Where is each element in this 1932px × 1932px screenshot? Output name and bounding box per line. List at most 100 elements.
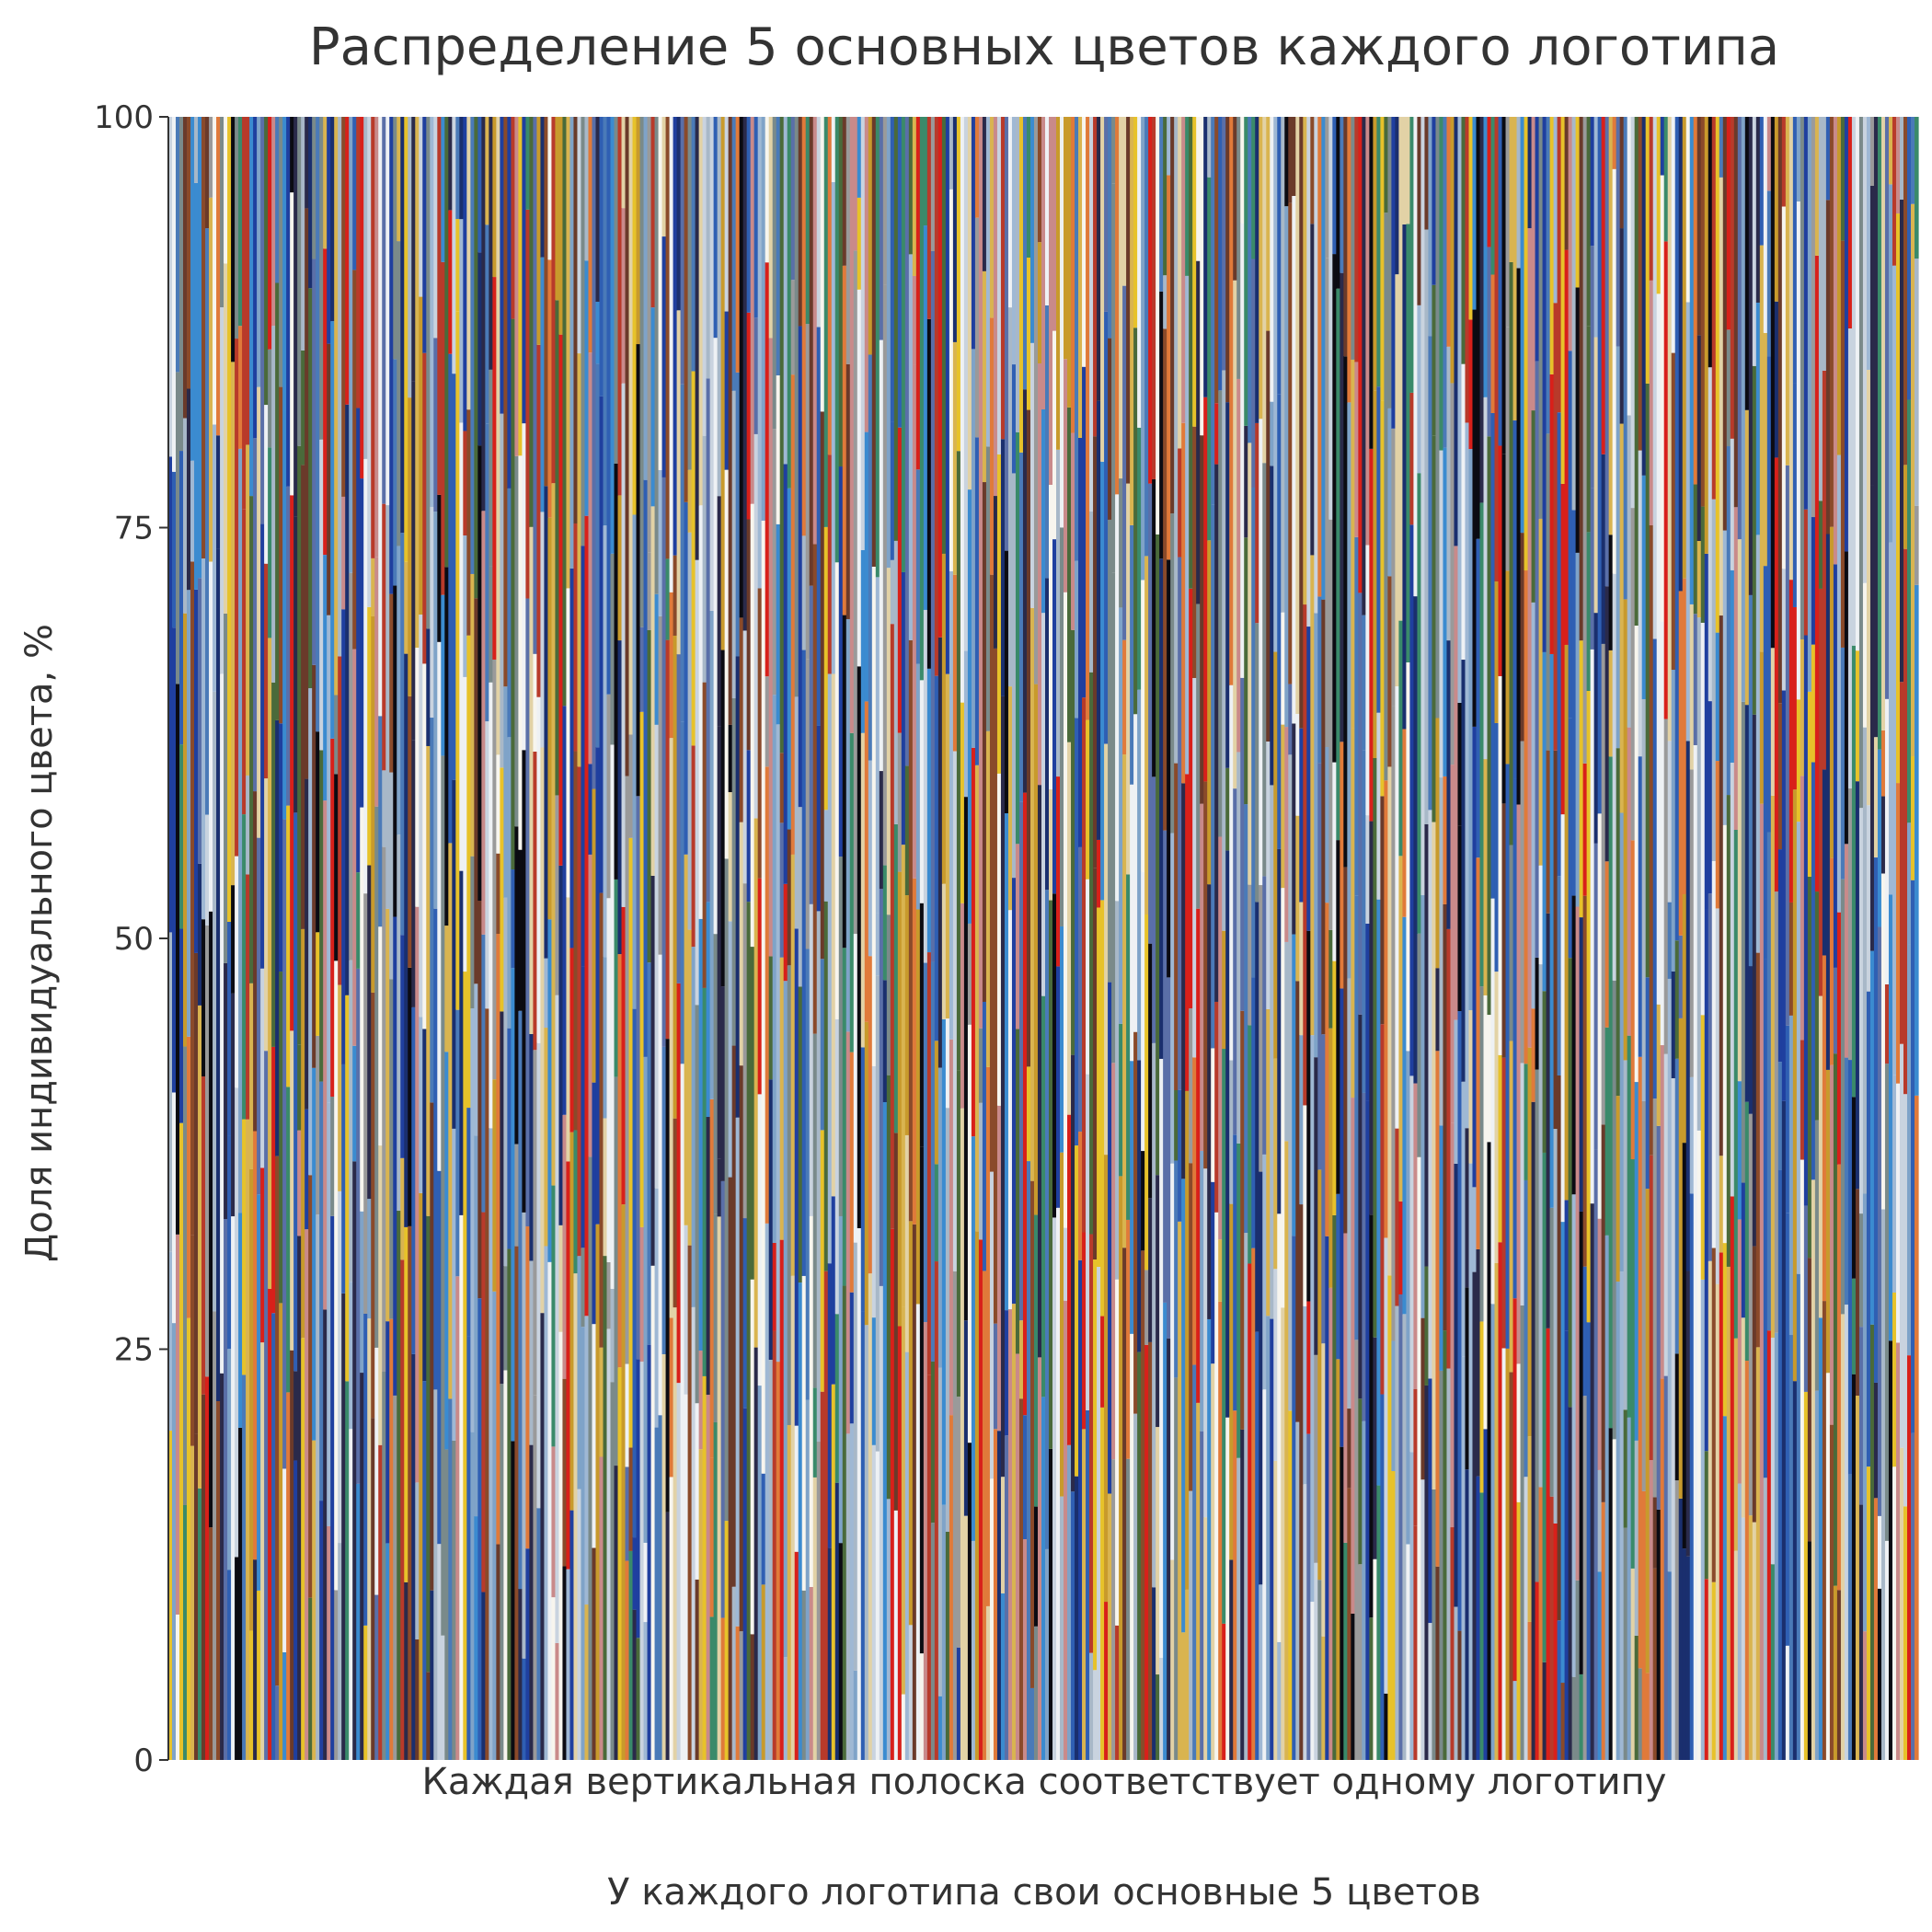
color-segment <box>1807 876 1812 1259</box>
color-segment <box>934 1041 939 1165</box>
color-segment <box>481 511 486 935</box>
logo-bar <box>996 117 1002 1760</box>
color-segment <box>838 117 844 467</box>
color-segment <box>1435 1051 1441 1567</box>
color-segment <box>1627 117 1632 416</box>
color-segment <box>684 854 689 1225</box>
color-segment <box>588 117 593 353</box>
color-segment <box>1656 117 1662 294</box>
color-segment <box>1542 991 1547 1153</box>
color-segment <box>1163 328 1167 831</box>
color-segment <box>393 359 397 586</box>
color-segment <box>1277 117 1282 395</box>
color-segment <box>441 117 445 262</box>
logo-bar <box>1612 117 1617 1760</box>
logo-bar <box>1652 117 1658 1760</box>
logo-bar <box>787 117 792 1760</box>
color-segment <box>1910 756 1915 880</box>
logo-bar <box>1884 117 1890 1760</box>
color-segment <box>1730 1196 1735 1760</box>
logo-bar <box>985 117 991 1760</box>
color-segment <box>1858 808 1864 1214</box>
color-segment <box>330 1215 335 1760</box>
color-segment <box>378 926 383 1146</box>
color-segment <box>1288 754 1293 1411</box>
color-segment <box>1391 428 1396 707</box>
color-segment <box>691 947 696 1307</box>
color-segment <box>547 517 553 920</box>
logo-bar <box>1465 117 1470 1760</box>
color-segment <box>805 117 811 325</box>
color-segment <box>610 744 615 1289</box>
logo-bar <box>573 117 579 1760</box>
color-segment <box>1222 1623 1226 1760</box>
color-segment <box>1029 1180 1035 1688</box>
color-segment <box>1332 960 1337 1215</box>
logo-bar <box>1490 117 1496 1760</box>
color-segment <box>1365 815 1370 924</box>
color-segment <box>1144 117 1149 557</box>
color-segment <box>1542 117 1547 652</box>
color-segment <box>720 117 726 650</box>
color-segment <box>205 925 210 1377</box>
color-segment <box>1273 651 1278 1059</box>
color-segment <box>776 117 781 376</box>
color-segment <box>643 1622 649 1760</box>
color-segment <box>827 454 833 674</box>
color-segment <box>650 875 656 1266</box>
color-segment <box>1619 423 1625 813</box>
color-segment <box>834 1314 840 1483</box>
color-segment <box>1104 117 1109 312</box>
color-segment <box>923 1321 928 1760</box>
color-segment <box>444 1052 449 1450</box>
logo-bar <box>779 117 785 1760</box>
color-segment <box>923 225 928 610</box>
color-segment <box>334 117 339 696</box>
color-segment <box>1037 363 1042 786</box>
color-segment <box>787 117 792 489</box>
color-segment <box>555 795 560 995</box>
logo-bar <box>411 117 416 1760</box>
color-segment <box>393 916 397 1396</box>
color-segment <box>904 1351 910 1760</box>
color-segment <box>536 1508 542 1760</box>
color-segment <box>1167 117 1171 176</box>
color-segment <box>1115 1625 1120 1760</box>
color-segment <box>853 250 858 935</box>
color-segment <box>1446 928 1452 1369</box>
logo-bar <box>768 117 774 1760</box>
color-segment <box>621 383 627 907</box>
color-segment <box>1432 284 1437 436</box>
color-segment <box>463 117 467 431</box>
color-segment <box>930 1361 936 1524</box>
logo-bar <box>1060 117 1064 1760</box>
color-segment <box>1527 1621 1533 1760</box>
color-segment <box>1295 1421 1300 1760</box>
color-segment <box>1465 1287 1470 1470</box>
color-segment <box>904 895 910 1135</box>
color-segment <box>1277 1213 1282 1642</box>
color-segment <box>1616 1096 1621 1282</box>
color-segment <box>1310 1035 1315 1603</box>
color-segment <box>1855 781 1860 1190</box>
y-tick-label: 0 <box>133 1742 154 1779</box>
color-segment <box>1674 1058 1680 1354</box>
color-segment <box>1432 117 1437 285</box>
color-segment <box>1200 803 1204 1151</box>
color-segment <box>676 1383 682 1760</box>
color-segment <box>397 1211 401 1760</box>
color-segment <box>452 374 456 780</box>
color-segment <box>1454 546 1459 1020</box>
color-segment <box>1126 117 1131 484</box>
color-segment <box>1450 1527 1455 1760</box>
color-segment <box>1391 706 1396 1341</box>
color-segment <box>1277 1641 1282 1760</box>
color-segment <box>993 117 998 497</box>
color-segment <box>1115 1279 1120 1626</box>
color-segment <box>577 1256 582 1489</box>
color-segment <box>595 747 601 1225</box>
color-segment <box>540 512 546 748</box>
color-segment <box>334 774 339 961</box>
color-segment <box>327 1525 331 1760</box>
color-segment <box>945 673 950 1019</box>
